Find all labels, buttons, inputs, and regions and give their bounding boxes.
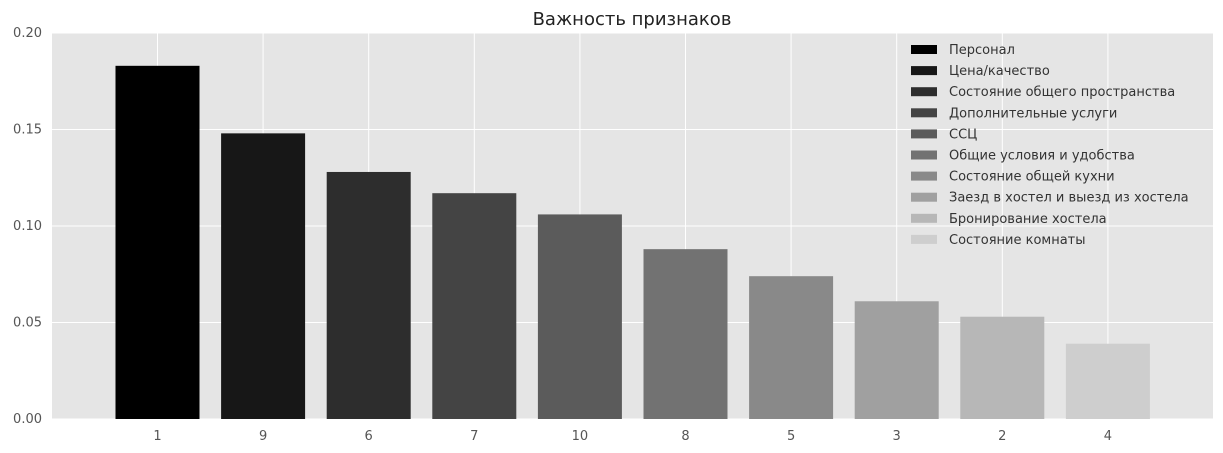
legend-label: Состояние общей кухни [949, 170, 1115, 185]
legend-swatch [911, 45, 937, 54]
x-tick-label: 1 [153, 429, 161, 444]
y-axis-ticks: 0.00 0.05 0.10 0.15 0.20 [13, 26, 42, 427]
y-tick-label: 0.00 [13, 412, 42, 427]
x-tick-label: 4 [1104, 429, 1112, 444]
legend-label: Бронирование хостела [949, 212, 1107, 227]
legend-swatch [911, 66, 937, 76]
x-axis-ticks: 1 9 6 7 10 8 5 3 2 4 [153, 429, 1112, 444]
legend-swatch [911, 150, 937, 160]
legend-label: Дополнительные услуги [949, 106, 1117, 121]
legend-swatch [911, 108, 937, 118]
legend-swatch [911, 129, 937, 139]
legend-label: Персонал [949, 43, 1015, 58]
x-tick-label: 8 [681, 429, 689, 444]
bar-1 [115, 65, 200, 419]
legend-swatch [911, 87, 937, 97]
legend-swatch [911, 192, 937, 202]
y-tick-label: 0.05 [13, 316, 42, 331]
legend-label: Состояние комнаты [949, 233, 1086, 248]
bar-7 [432, 193, 517, 419]
legend-label: Заезд в хостел и выезд из хостела [949, 191, 1189, 206]
x-tick-label: 5 [787, 429, 795, 444]
bar-10 [537, 214, 622, 419]
legend-swatch [911, 171, 937, 181]
bar-2 [960, 316, 1045, 419]
bar-6 [326, 171, 411, 419]
x-tick-label: 6 [365, 429, 373, 444]
bar-8 [643, 249, 728, 419]
bars [115, 65, 1150, 420]
chart-title: Важность признаков [533, 9, 732, 30]
bar-5 [749, 276, 834, 419]
legend-label: Общие условия и удобства [949, 149, 1135, 164]
y-tick-label: 0.10 [13, 219, 42, 234]
y-tick-label: 0.20 [13, 26, 42, 41]
legend-label: ССЦ [949, 127, 977, 142]
y-tick-label: 0.15 [13, 123, 42, 138]
bar-9 [221, 133, 306, 420]
legend-swatch [911, 213, 937, 223]
legend: Персонал Цена/качество Состояние общего пр… [911, 43, 1189, 248]
x-tick-label: 10 [572, 429, 589, 444]
bar-3 [854, 301, 939, 419]
x-tick-label: 9 [259, 429, 267, 444]
bar-4 [1065, 343, 1150, 419]
legend-label: Цена/качество [949, 64, 1050, 79]
legend-label: Состояние общего пространства [949, 85, 1175, 100]
x-tick-label: 3 [893, 429, 901, 444]
x-tick-label: 2 [998, 429, 1006, 444]
x-tick-label: 7 [470, 429, 478, 444]
legend-swatch [911, 234, 937, 244]
